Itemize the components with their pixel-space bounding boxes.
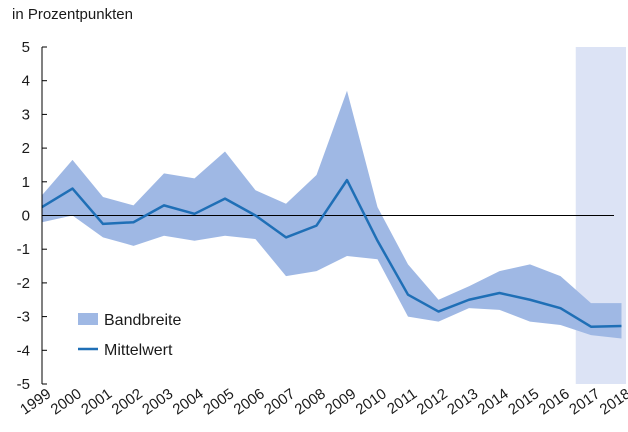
x-tick-label: 2006 — [231, 385, 268, 418]
legend-label-mittelwert: Mittelwert — [104, 342, 173, 359]
band-area — [42, 90, 622, 339]
y-tick-label: 4 — [22, 73, 30, 90]
x-tick-label: 2000 — [48, 385, 85, 418]
x-tick-label: 2001 — [78, 385, 115, 418]
x-tick-label: 2003 — [139, 385, 176, 418]
y-tick-label: 2 — [22, 140, 30, 157]
x-tick-label: 2008 — [292, 385, 329, 418]
x-tick-label: 2015 — [505, 385, 542, 418]
legend-label-bandbreite: Bandbreite — [104, 312, 181, 329]
x-tick-label: 2012 — [414, 385, 451, 418]
mean-line — [41, 178, 622, 328]
y-tick-label: 3 — [22, 106, 30, 123]
legend-swatch-band — [78, 313, 98, 325]
x-tick-label: 2010 — [353, 385, 390, 418]
x-axis: 1999200020012002200320042005200620072008… — [17, 385, 628, 418]
x-tick-label: 2004 — [170, 385, 207, 418]
x-tick-label: 2005 — [200, 385, 237, 418]
x-tick-label: 2013 — [444, 385, 481, 418]
x-tick-label: 2016 — [536, 385, 573, 418]
y-tick-label: -2 — [17, 275, 30, 292]
x-tick-label: 2011 — [384, 385, 420, 417]
y-tick-label: -3 — [17, 309, 30, 326]
y-tick-label: 1 — [22, 174, 30, 191]
x-tick-label: 2007 — [261, 385, 298, 418]
y-tick-label: -4 — [17, 342, 30, 359]
x-tick-label: 2009 — [322, 385, 359, 418]
x-tick-label: 2018 — [597, 385, 628, 418]
y-tick-label: 0 — [22, 208, 30, 225]
y-tick-label: 5 — [22, 39, 30, 56]
y-axis-label: in Prozentpunkten — [12, 6, 133, 23]
y-axis: 5 4 3 2 1 0 -1 -2 -3 -4 -5 — [17, 39, 47, 393]
legend-item-mittelwert: Mittelwert — [78, 342, 173, 359]
legend-item-bandbreite: Bandbreite — [78, 312, 181, 329]
x-tick-label: 2014 — [475, 385, 512, 418]
legend: Bandbreite Mittelwert — [78, 312, 181, 359]
line-layer — [41, 178, 622, 328]
band-layer — [42, 90, 622, 339]
y-tick-label: -1 — [17, 241, 30, 258]
y-tick-label: -5 — [17, 376, 30, 393]
x-tick-label: 2002 — [109, 385, 146, 418]
x-tick-label: 2017 — [566, 385, 603, 418]
